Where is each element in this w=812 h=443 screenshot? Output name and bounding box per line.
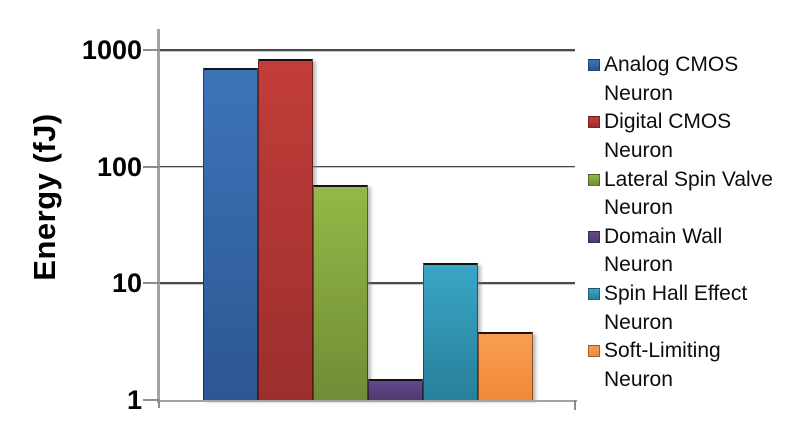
bar-analog-cmos-neuron [203,68,258,400]
legend-label-analog-cmos-neuron: Analog CMOS Neuron [604,51,738,108]
x-axis-end-tick-left [158,400,160,408]
y-tick-label-1000: 1000 [81,34,142,65]
y-tick-mark-1 [143,399,160,401]
legend-label-line: Analog CMOS [604,53,739,76]
y-tick-label-1: 1 [126,385,142,415]
bar-spin-hall-effect-neuron [423,262,478,400]
legend-entry-soft-limiting-neuron: Soft-Limiting Neuron [588,337,812,394]
legend-entry-digital-cmos-neuron: Digital CMOS Neuron [588,108,812,165]
gridline-100 [160,165,575,169]
legend-label-line: Neuron [604,138,673,162]
y-tick-mark-100 [143,165,160,168]
y-tick-mark-1000 [143,48,160,51]
legend-entry-analog-cmos-neuron: Analog CMOS Neuron [588,51,812,108]
legend-swatch-icon-lateral-spin-valve-neuron [588,173,600,186]
legend-swatch-icon-domain-wall-neuron [588,230,600,243]
legend-label-spin-hall-effect-neuron: Spin Hall Effect Neuron [604,280,747,337]
legend-entry-domain-wall-neuron: Domain Wall Neuron [588,223,812,280]
y-tick-mark-10 [143,282,160,285]
x-axis-line [157,399,577,402]
legend-label-line: Domain Wall [604,224,723,248]
legend-entry-lateral-spin-valve-neuron: Lateral Spin Valve Neuron [588,166,812,223]
legend-label-line: Lateral Spin Valve [604,167,773,191]
legend-label-line: Soft-Limiting [604,339,721,363]
y-axis-line [157,29,160,403]
plot-area [143,29,577,410]
legend-label-digital-cmos-neuron: Digital CMOS Neuron [604,108,731,165]
legend-swatch-icon-spin-hall-effect-neuron [588,288,600,301]
bar-domain-wall-neuron [368,379,423,400]
legend-label-line: Digital CMOS [604,110,732,134]
y-tick-label-10: 10 [111,268,142,299]
legend-label-lateral-spin-valve-neuron: Lateral Spin Valve Neuron [604,166,773,223]
bar-digital-cmos-neuron [258,59,313,400]
legend-label-line: Spin Hall Effect [604,282,748,306]
legend-label-domain-wall-neuron: Domain Wall Neuron [604,223,722,280]
x-axis-end-tick-right [574,400,576,410]
y-axis-title: Energy (fJ) [27,113,62,281]
legend-swatch-icon-analog-cmos-neuron [588,59,600,71]
gridline-1000 [160,48,575,52]
legend-label-line: Neuron [604,196,673,220]
legend-label-line: Neuron [604,367,673,391]
y-tick-label-100: 100 [96,151,142,182]
legend-label-line: Neuron [604,81,673,105]
bar-soft-limiting-neuron [478,332,533,400]
legend-entry-spin-hall-effect-neuron: Spin Hall Effect Neuron [588,280,812,337]
legend: Analog CMOS Neuron Digital CMOS Neuron Later… [588,51,812,395]
legend-label-soft-limiting-neuron: Soft-Limiting Neuron [604,337,721,394]
legend-label-line: Neuron [604,310,673,334]
bar-lateral-spin-valve-neuron [313,184,368,400]
legend-label-line: Neuron [604,253,673,277]
legend-swatch-icon-soft-limiting-neuron [588,345,600,358]
legend-swatch-icon-digital-cmos-neuron [588,116,600,129]
